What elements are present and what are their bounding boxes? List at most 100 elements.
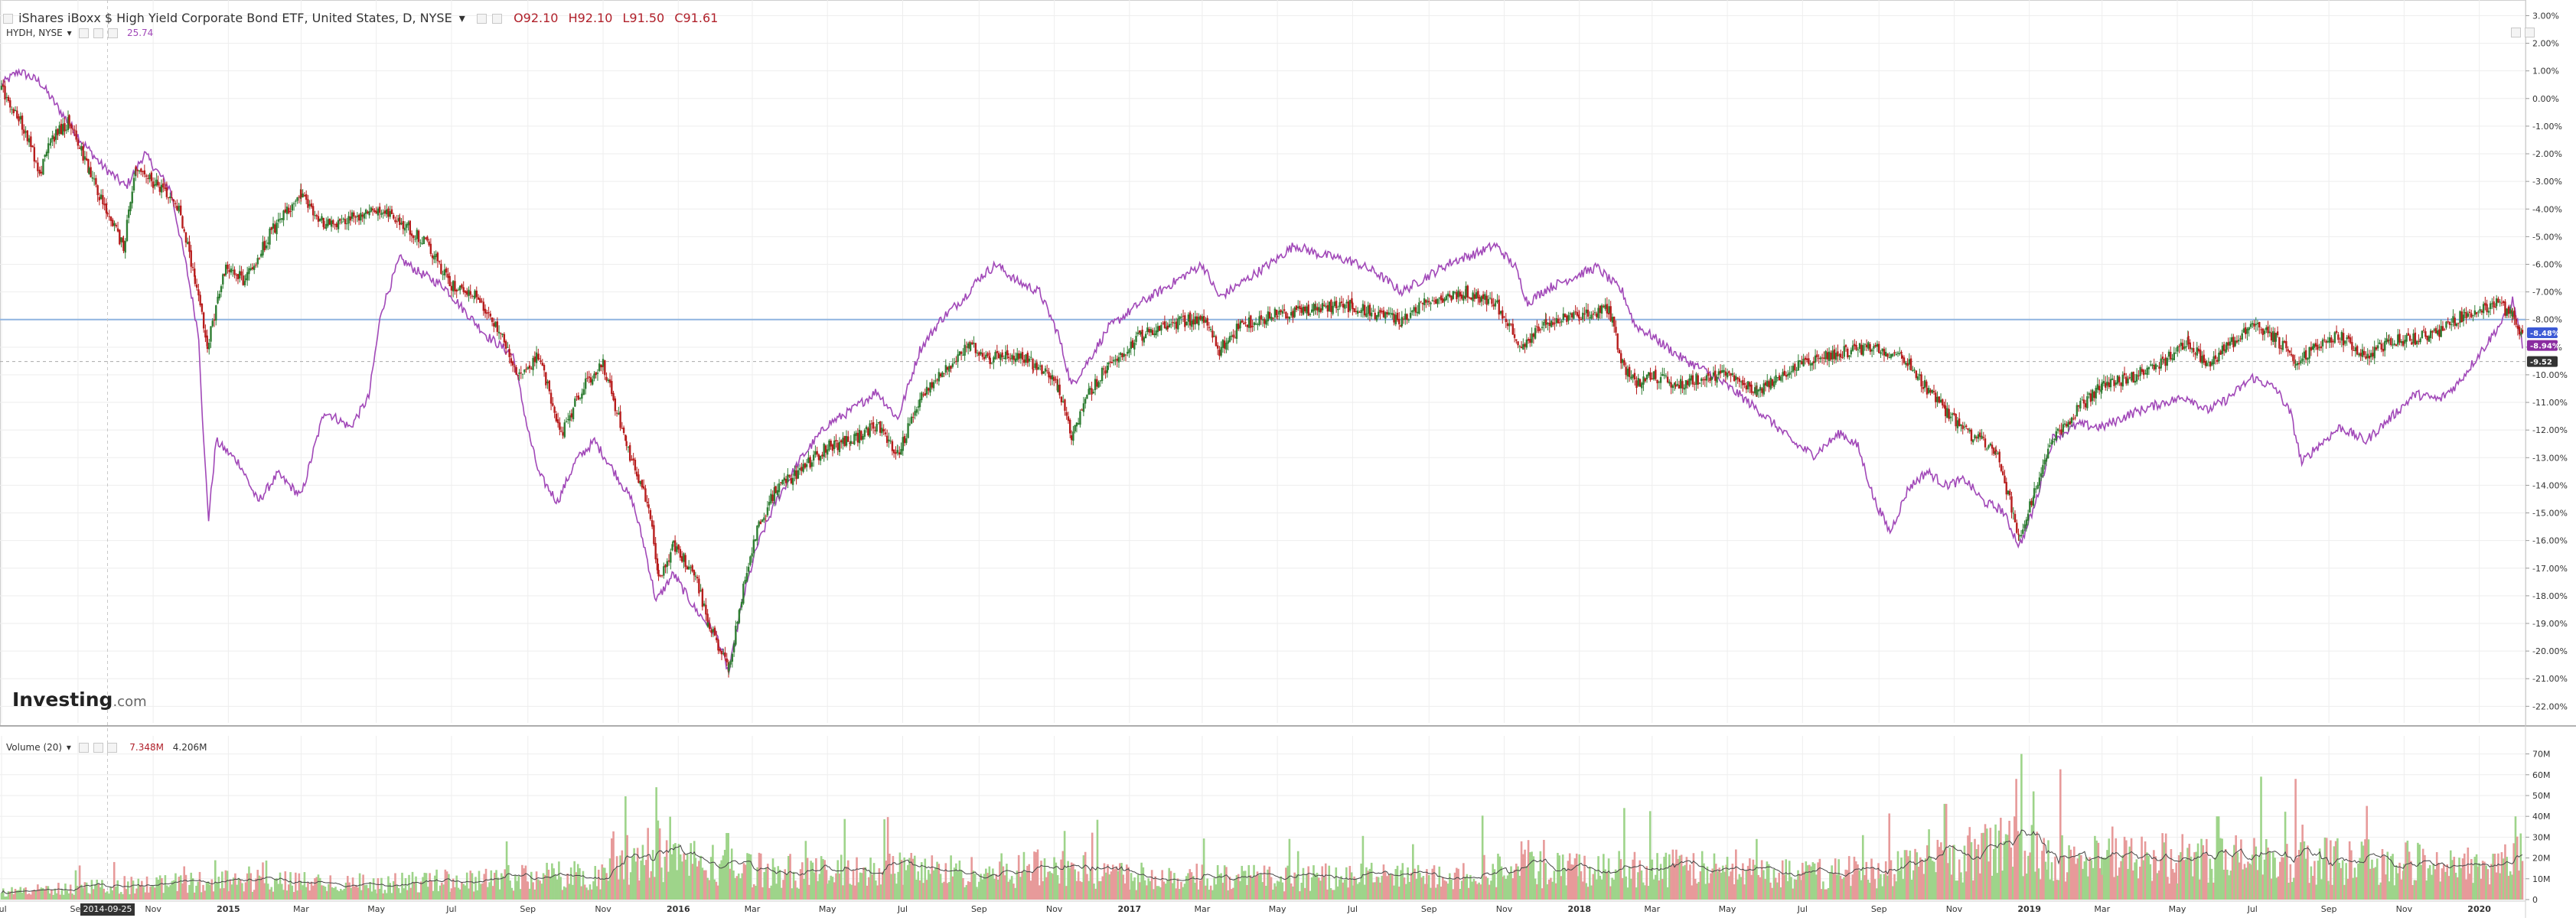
- candle-body: [1792, 366, 1794, 372]
- candle: [2131, 372, 2132, 382]
- candle-body: [647, 504, 649, 508]
- candle-body: [1335, 301, 1337, 308]
- candle: [1318, 302, 1319, 318]
- candle-body: [300, 190, 302, 197]
- candle: [1357, 307, 1358, 317]
- candle-body: [1411, 311, 1413, 313]
- volume-bar: [227, 891, 230, 900]
- volume-bar: [161, 878, 163, 900]
- candle-body: [1859, 343, 1860, 350]
- candle: [1224, 337, 1225, 353]
- candle-body: [1495, 301, 1496, 302]
- candle: [220, 285, 222, 298]
- candle-body: [2223, 344, 2225, 351]
- candle: [1815, 349, 1816, 369]
- candle: [921, 391, 922, 402]
- volume-bar: [422, 877, 424, 900]
- candle-body: [1456, 292, 1457, 299]
- candle: [688, 560, 690, 570]
- candle: [400, 218, 402, 225]
- candle: [693, 569, 695, 582]
- candle-body: [998, 353, 999, 358]
- candle: [2047, 444, 2049, 459]
- volume-bar: [466, 873, 468, 900]
- candle-body: [2043, 460, 2045, 464]
- candle-body: [781, 480, 783, 484]
- candle-body: [1211, 330, 1213, 337]
- candle-body: [604, 360, 605, 375]
- volume-bar: [536, 871, 538, 900]
- volume-bar: [408, 875, 410, 900]
- volume-bar: [432, 891, 435, 900]
- candle-body: [2105, 382, 2106, 387]
- candle-body: [960, 352, 962, 354]
- candle-body: [1474, 295, 1475, 299]
- candle-body: [285, 210, 286, 213]
- candle-body: [1374, 313, 1376, 319]
- candle-body: [2392, 345, 2393, 346]
- candle-body: [1974, 435, 1975, 438]
- candle-body: [2310, 347, 2312, 351]
- candle: [289, 205, 291, 216]
- candle-body: [166, 187, 168, 197]
- candle-body: [266, 246, 267, 249]
- candle: [1740, 380, 1742, 389]
- candle: [550, 389, 552, 410]
- candle: [1132, 338, 1133, 348]
- candle-body: [1514, 334, 1515, 338]
- candle-body: [1306, 307, 1307, 314]
- candle: [933, 379, 934, 391]
- candle: [1922, 381, 1924, 393]
- candle-body: [380, 213, 382, 215]
- volume-bar: [145, 893, 147, 900]
- volume-bar: [15, 889, 17, 900]
- candle: [1257, 323, 1258, 330]
- candle-body: [47, 143, 49, 153]
- candle: [2271, 327, 2272, 345]
- candle-body: [2437, 330, 2438, 334]
- candle: [1459, 289, 1461, 301]
- candle-body: [698, 578, 699, 593]
- candle-body: [1121, 353, 1123, 357]
- candle: [1062, 395, 1064, 403]
- candle: [973, 337, 974, 348]
- volume-bar: [389, 883, 391, 900]
- candle: [833, 436, 835, 453]
- candle: [1850, 347, 1852, 357]
- volume-bar: [596, 886, 598, 900]
- candle-body: [2124, 373, 2125, 376]
- volume-bar: [149, 887, 152, 900]
- candle: [1962, 422, 1964, 434]
- candle-body: [2050, 443, 2052, 444]
- candle: [1912, 366, 1913, 372]
- volume-bar: [499, 890, 501, 900]
- volume-bar: [455, 876, 458, 900]
- candle: [380, 210, 382, 217]
- volume-bar: [507, 865, 510, 900]
- candle: [279, 213, 281, 223]
- candle-body: [1780, 376, 1782, 381]
- candle-body: [552, 403, 553, 405]
- candle-body: [1756, 389, 1758, 395]
- volume-bar: [441, 883, 443, 900]
- candle-body: [486, 312, 487, 314]
- candle: [1645, 377, 1646, 382]
- candle-body: [1983, 437, 1984, 438]
- candle: [1608, 299, 1609, 313]
- candle-body: [77, 139, 79, 145]
- candle-body: [1714, 371, 1716, 381]
- candle-body: [1046, 370, 1048, 371]
- candle-body: [181, 216, 183, 228]
- volume-bar: [406, 890, 409, 900]
- candle: [1854, 339, 1855, 350]
- candle: [559, 417, 560, 435]
- candle: [2424, 328, 2426, 340]
- candle-body: [1763, 383, 1765, 395]
- candle: [1521, 341, 1522, 349]
- candle: [1376, 315, 1378, 323]
- candle-body: [1964, 427, 1965, 428]
- candle-body: [792, 478, 794, 485]
- candle: [1594, 308, 1596, 315]
